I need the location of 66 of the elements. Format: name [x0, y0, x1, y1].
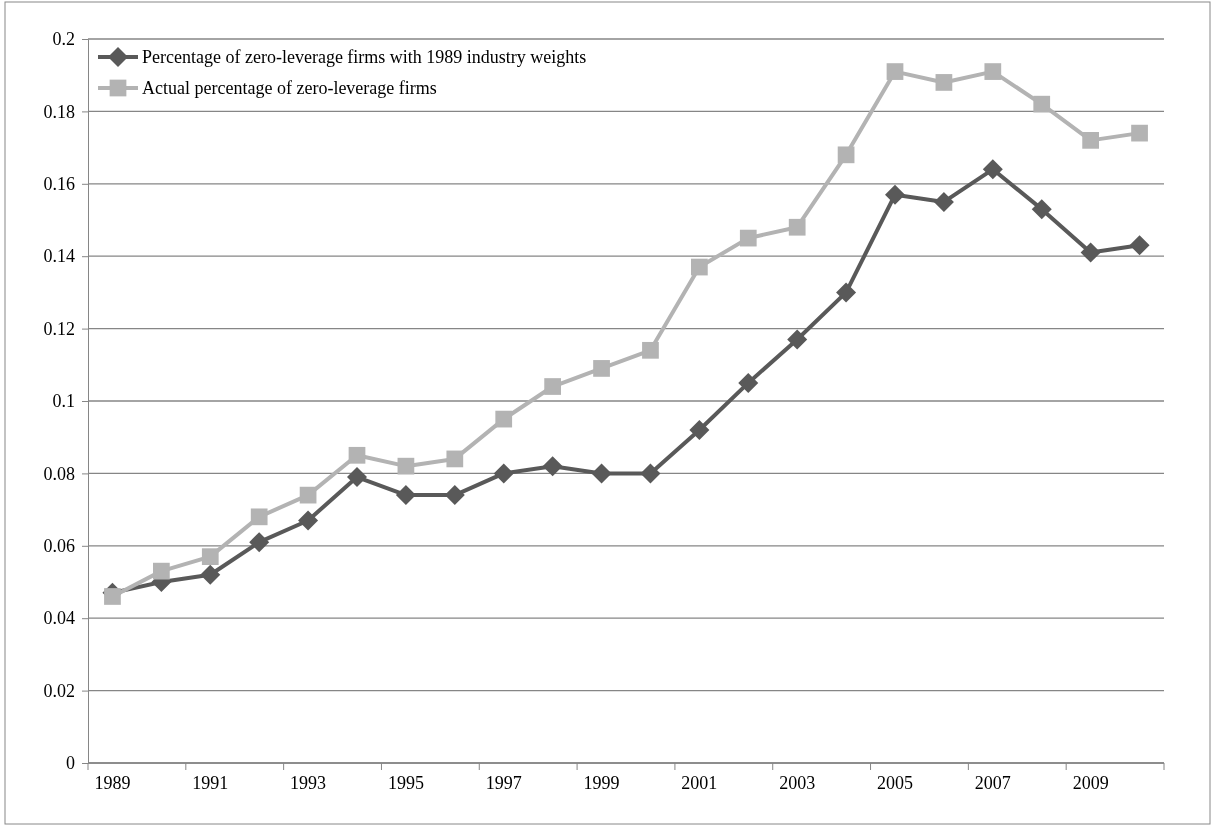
point: [104, 588, 121, 605]
point: [886, 63, 904, 80]
point: [444, 485, 465, 506]
point: [1033, 95, 1051, 113]
y-tick-label: 0.16: [43, 174, 75, 195]
point: [249, 532, 270, 553]
point: [640, 463, 661, 484]
y-tick-label: 0.14: [43, 246, 75, 267]
x-tick-label: 1995: [387, 773, 424, 793]
point: [642, 341, 659, 359]
point: [153, 562, 170, 580]
y-tick-label: 0.02: [43, 680, 75, 701]
x-tick-label: 2003: [779, 773, 816, 793]
point: [1131, 124, 1148, 142]
point: [836, 282, 857, 303]
x-tick-label: 1999: [583, 773, 620, 793]
point: [250, 508, 268, 526]
point: [395, 485, 416, 506]
point: [299, 486, 317, 504]
y-tick-label: 0.2: [52, 29, 75, 50]
point: [593, 360, 610, 377]
point: [544, 378, 561, 395]
x-tick-label: 1989: [94, 773, 131, 793]
point: [591, 463, 612, 484]
point: [397, 457, 415, 475]
y-tick-label: 0.08: [43, 463, 75, 484]
point: [542, 456, 563, 477]
x-tick-label: 1997: [485, 773, 522, 793]
point: [691, 258, 708, 276]
point: [982, 159, 1003, 180]
point: [885, 184, 905, 205]
point: [493, 463, 514, 484]
point: [446, 450, 464, 468]
point: [348, 446, 366, 464]
point: [935, 74, 953, 91]
x-tick-label: 2005: [877, 773, 913, 793]
point: [837, 146, 855, 164]
point: [201, 548, 219, 566]
point: [347, 467, 367, 488]
point: [933, 191, 954, 212]
point: [1082, 131, 1099, 149]
x-tick-label: 1993: [290, 773, 327, 793]
point: [739, 229, 757, 247]
point: [738, 372, 759, 393]
y-tick-label: 0.1: [52, 391, 75, 412]
point: [1080, 242, 1101, 263]
y-tick-label: 0.04: [43, 608, 75, 629]
x-tick-label: 2007: [974, 773, 1011, 793]
point: [200, 564, 221, 585]
point: [1129, 235, 1150, 256]
point: [298, 510, 319, 531]
point: [788, 218, 806, 236]
x-tick-label: 2009: [1072, 773, 1109, 793]
point: [984, 63, 1002, 80]
y-tick-label: 0.18: [43, 101, 75, 122]
legend-label: Percentage of zero-leverage firms with 1989 industry weights: [142, 47, 587, 67]
point: [689, 419, 710, 440]
point: [495, 410, 513, 428]
point: [787, 329, 808, 350]
y-tick-label: 0.06: [43, 536, 75, 557]
point: [1031, 199, 1052, 220]
y-tick-label: 0: [66, 753, 75, 774]
x-tick-label: 2001: [681, 773, 718, 793]
legend-label: Actual percentage of zero-leverage firms: [142, 78, 437, 98]
y-tick-label: 0.12: [43, 318, 75, 339]
x-tick-label: 1991: [192, 773, 229, 793]
